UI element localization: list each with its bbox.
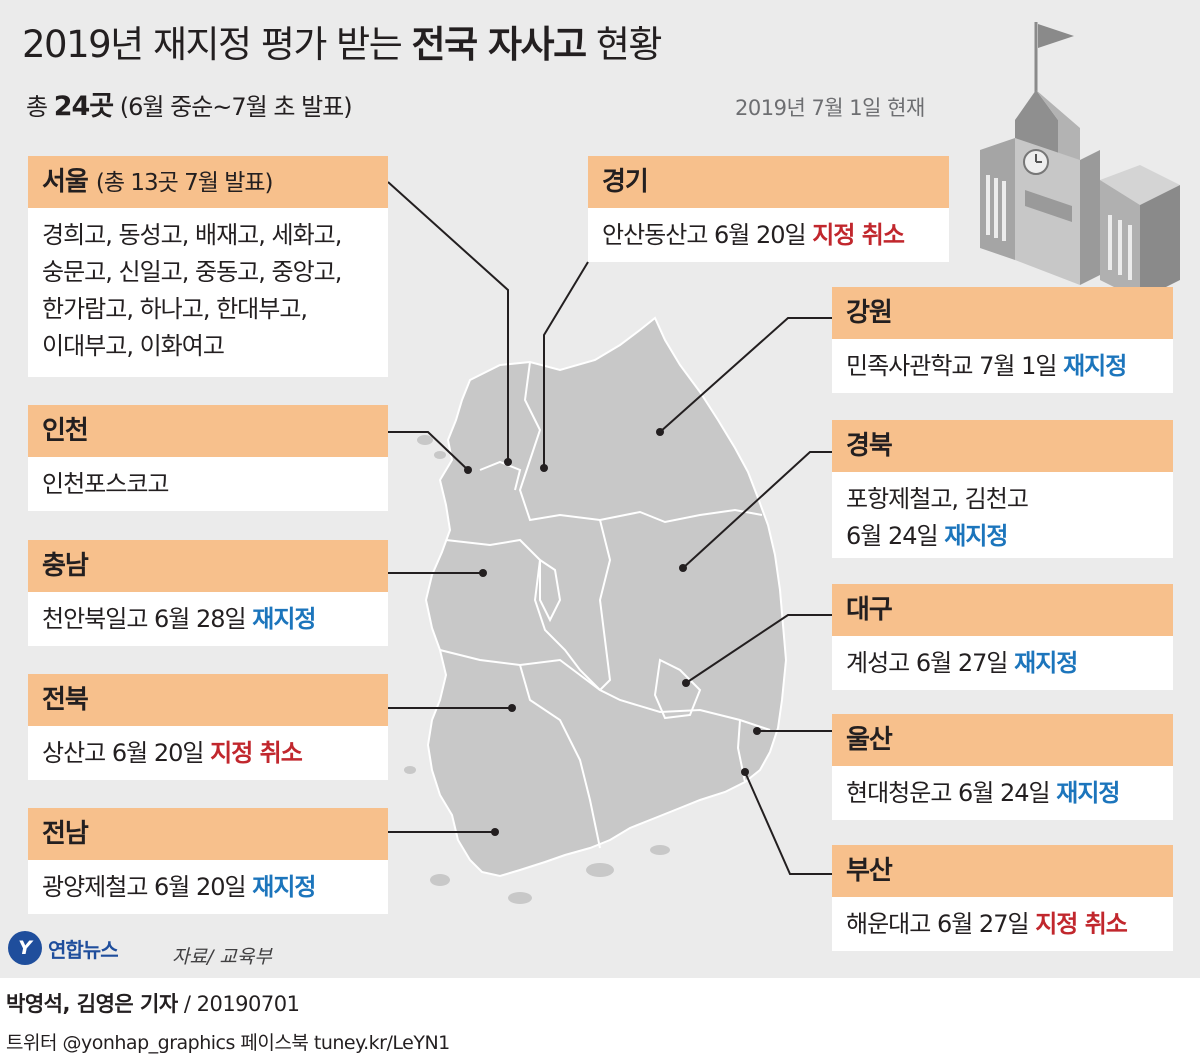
region-schools: 해운대고 6월 27일 지정 취소 xyxy=(846,910,1128,938)
region-header: 경기 xyxy=(588,156,949,208)
yonhap-logo: Y 연합뉴스 xyxy=(8,928,119,968)
region-schools: 민족사관학교 7월 1일 재지정 xyxy=(846,352,1127,380)
leader-lines xyxy=(387,181,832,875)
korea-map xyxy=(387,22,1180,904)
school-building-icon xyxy=(980,22,1180,300)
location-dots xyxy=(464,428,761,836)
yonhap-logo-icon: Y xyxy=(8,931,42,965)
region-header: 충남 xyxy=(28,540,388,592)
region-schools: 경희고, 동성고, 배재고, 세화고, 숭문고, 신일고, 중동고, 중앙고, … xyxy=(42,221,342,360)
data-source: 자료/ 교육부 xyxy=(172,946,272,968)
region-card-jeonnam: 전남 광양제철고 6월 20일 재지정 xyxy=(28,808,388,914)
region-header: 부산 xyxy=(832,845,1173,897)
page-title: 2019년 재지정 평가 받는 전국 자사고 현황 xyxy=(22,23,662,66)
infographic-canvas: 2019년 재지정 평가 받는 전국 자사고 현황 총 24곳 (6월 중순~7… xyxy=(0,0,1200,978)
region-header: 경북 xyxy=(832,420,1173,472)
region-schools: 상산고 6월 20일 지정 취소 xyxy=(42,739,303,767)
region-card-busan: 부산 해운대고 6월 27일 지정 취소 xyxy=(832,845,1173,951)
region-card-seoul: 서울 (총 13곳 7월 발표) 경희고, 동성고, 배재고, 세화고, 숭문고… xyxy=(28,156,388,377)
islands xyxy=(404,435,670,904)
province-borders xyxy=(439,361,771,849)
region-card-jeonbuk: 전북 상산고 6월 20일 지정 취소 xyxy=(28,674,388,780)
as-of-date: 2019년 7월 1일 현재 xyxy=(735,96,925,120)
region-header: 서울 (총 13곳 7월 발표) xyxy=(28,156,388,208)
region-header: 인천 xyxy=(28,405,388,457)
region-schools: 현대청운고 6월 24일 재지정 xyxy=(846,779,1121,807)
region-card-gangwon: 강원 민족사관학교 7월 1일 재지정 xyxy=(832,287,1173,393)
region-card-gyeongbuk: 경북 포항제철고, 김천고 6월 24일 재지정 xyxy=(832,420,1173,558)
region-schools: 안산동산고 6월 20일 지정 취소 xyxy=(602,221,905,249)
region-schools: 인천포스코고 xyxy=(42,470,169,498)
region-schools: 포항제철고, 김천고 6월 24일 재지정 xyxy=(846,485,1029,550)
region-header: 울산 xyxy=(832,714,1173,766)
region-header: 전북 xyxy=(28,674,388,726)
author-credit: 박영석, 김영은 기자 / 20190701 xyxy=(6,992,300,1016)
region-header: 전남 xyxy=(28,808,388,860)
region-card-gyeonggi: 경기 안산동산고 6월 20일 지정 취소 xyxy=(588,156,949,262)
region-header: 대구 xyxy=(832,584,1173,636)
region-card-ulsan: 울산 현대청운고 6월 24일 재지정 xyxy=(832,714,1173,820)
page-subtitle: 총 24곳 (6월 중순~7월 초 발표) xyxy=(26,91,353,122)
region-card-chungnam: 충남 천안북일고 6월 28일 재지정 xyxy=(28,540,388,646)
region-header: 강원 xyxy=(832,287,1173,339)
region-schools: 광양제철고 6월 20일 재지정 xyxy=(42,873,317,901)
peninsula-shape xyxy=(424,316,788,878)
social-links: 트위터 @yonhap_graphics 페이스북 tuney.kr/LeYN1 xyxy=(6,1032,450,1054)
region-schools: 계성고 6월 27일 재지정 xyxy=(846,649,1078,677)
region-schools: 천안북일고 6월 28일 재지정 xyxy=(42,605,317,633)
region-card-incheon: 인천 인천포스코고 xyxy=(28,405,388,511)
yonhap-logo-text: 연합뉴스 xyxy=(48,937,119,962)
region-card-daegu: 대구 계성고 6월 27일 재지정 xyxy=(832,584,1173,690)
